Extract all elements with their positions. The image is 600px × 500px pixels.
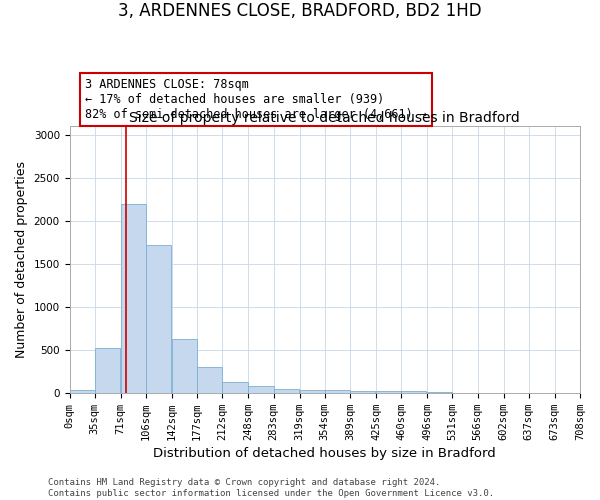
Bar bbox=[350, 390, 375, 393]
Text: Contains HM Land Registry data © Crown copyright and database right 2024.
Contai: Contains HM Land Registry data © Crown c… bbox=[48, 478, 494, 498]
Bar bbox=[197, 368, 223, 393]
Bar bbox=[248, 386, 274, 393]
Y-axis label: Number of detached properties: Number of detached properties bbox=[15, 161, 28, 358]
Text: 3 ARDENNES CLOSE: 78sqm
← 17% of detached houses are smaller (939)
82% of semi-d: 3 ARDENNES CLOSE: 78sqm ← 17% of detache… bbox=[85, 78, 427, 121]
Bar bbox=[427, 392, 452, 393]
Bar bbox=[223, 382, 248, 393]
Bar bbox=[146, 245, 171, 393]
X-axis label: Distribution of detached houses by size in Bradford: Distribution of detached houses by size … bbox=[154, 447, 496, 460]
Bar bbox=[172, 338, 197, 393]
Bar bbox=[95, 348, 120, 393]
Bar bbox=[274, 389, 299, 393]
Bar bbox=[401, 391, 427, 393]
Bar bbox=[376, 391, 401, 393]
Bar bbox=[70, 390, 95, 393]
Text: 3, ARDENNES CLOSE, BRADFORD, BD2 1HD: 3, ARDENNES CLOSE, BRADFORD, BD2 1HD bbox=[118, 2, 482, 21]
Title: Size of property relative to detached houses in Bradford: Size of property relative to detached ho… bbox=[130, 111, 520, 125]
Bar bbox=[121, 204, 146, 393]
Bar bbox=[299, 390, 325, 393]
Bar bbox=[325, 390, 350, 393]
